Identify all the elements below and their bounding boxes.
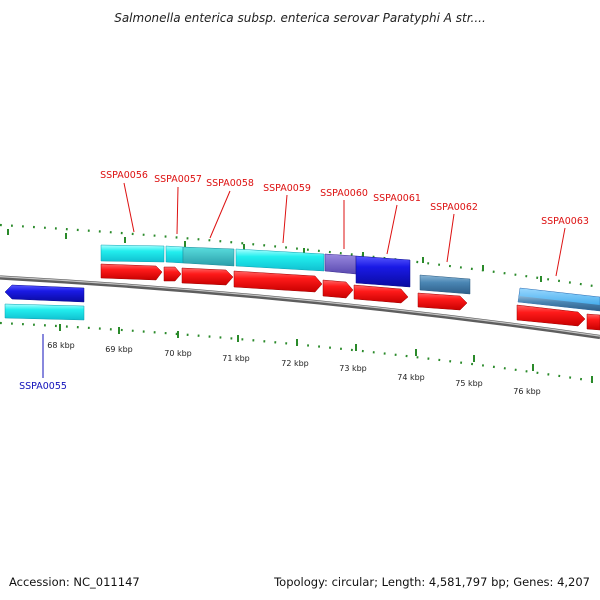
gene-label-sspa0060[interactable]: SSPA0060 — [320, 188, 368, 199]
kbp-label: 70 kbp — [164, 349, 192, 358]
cds-arrow-sspa0060[interactable] — [322, 279, 354, 299]
gene-label-sspa0056[interactable]: SSPA0056 — [100, 170, 148, 181]
forward-gene-band — [100, 244, 600, 312]
gene-bar-sspa0055[interactable] — [4, 303, 85, 321]
gene-bar-sspa0062[interactable] — [419, 274, 471, 295]
gene-bar-sspa0060[interactable] — [324, 253, 357, 275]
inner-major-ticks — [59, 324, 593, 383]
cds-arrow-sspa0058[interactable] — [181, 267, 234, 286]
gene-bar-sspa0061[interactable] — [355, 255, 411, 288]
inner-tick-scale — [0, 321, 600, 384]
gene-label-sspa0057[interactable]: SSPA0057 — [154, 174, 202, 185]
genome-backbone — [0, 275, 600, 340]
gene-label-sspa0059[interactable]: SSPA0059 — [263, 183, 311, 194]
kbp-label: 73 kbp — [339, 364, 367, 373]
gene-label-sspa0062[interactable]: SSPA0062 — [430, 202, 478, 213]
gene-bar-sspa0056[interactable] — [100, 244, 165, 263]
reverse-gene-sspa0055 — [4, 284, 85, 321]
kbp-label: 75 kbp — [455, 379, 483, 388]
kbp-label: 74 kbp — [397, 373, 425, 382]
label-leader-lines — [42, 182, 566, 378]
kbp-label: 71 kbp — [222, 354, 250, 363]
cds-arrow-sspa0055[interactable] — [4, 284, 85, 303]
cds-arrow-sspa0062[interactable] — [417, 292, 468, 311]
cds-arrow-sspa0063[interactable] — [516, 304, 586, 327]
cds-arrow-sspa0056[interactable] — [100, 263, 163, 281]
cds-arrow-sspa0057[interactable] — [163, 266, 182, 282]
accession-text: Accession: NC_011147 — [9, 575, 140, 589]
kbp-label: 68 kbp — [47, 341, 75, 350]
gene-label-sspa0063[interactable]: SSPA0063 — [541, 216, 589, 227]
map-title: Salmonella enterica subsp. enterica sero… — [114, 11, 486, 25]
kbp-scale-labels: 68 kbp 69 kbp 70 kbp 71 kbp 72 kbp 73 kb… — [47, 341, 541, 396]
cds-arrow-sspa0059[interactable] — [233, 270, 323, 293]
gene-bar-sspa0063-inner — [518, 296, 600, 311]
kbp-label: 72 kbp — [281, 359, 309, 368]
cds-arrow-sspa0061[interactable] — [353, 284, 409, 304]
outer-major-ticks — [7, 229, 542, 282]
forward-cds-arrows — [100, 263, 600, 331]
gene-label-sspa0061[interactable]: SSPA0061 — [373, 193, 421, 204]
genome-backbone-highlight — [0, 276, 600, 337]
kbp-label: 76 kbp — [513, 387, 541, 396]
gene-labels: SSPA0056 SSPA0057 SSPA0058 SSPA0059 SSPA… — [19, 170, 589, 392]
gene-bar-sspa0058[interactable] — [182, 246, 235, 267]
gene-label-sspa0055[interactable]: SSPA0055 — [19, 381, 67, 392]
kbp-label: 69 kbp — [105, 345, 133, 354]
gene-bar-sspa0057[interactable] — [165, 245, 184, 264]
gene-label-sspa0058[interactable]: SSPA0058 — [206, 178, 254, 189]
gene-bar-sspa0059[interactable] — [235, 248, 325, 272]
cds-arrow-next[interactable] — [586, 313, 600, 331]
topology-summary-text: Topology: circular; Length: 4,581,797 bp… — [273, 575, 590, 589]
